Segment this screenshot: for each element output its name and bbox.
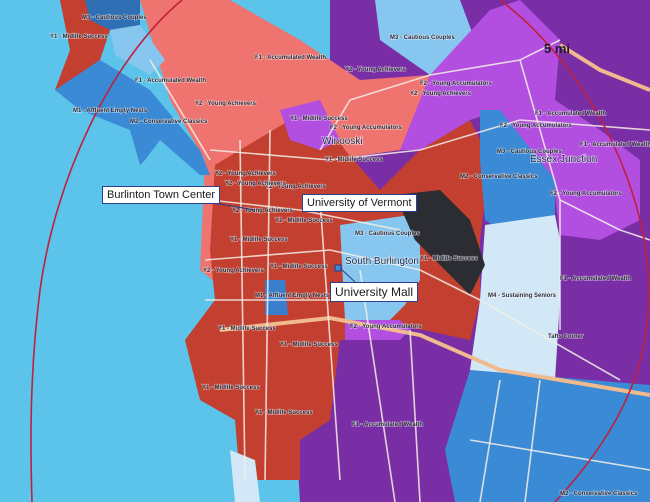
route-2-east (558, 43, 650, 92)
radius-label: 5 mi (544, 41, 570, 56)
segment-label: Y1 - Midlife Success (290, 116, 348, 122)
segment-label: Y1 - Midlife Success (218, 326, 276, 332)
mall-marker (334, 264, 342, 272)
interstate-89 (219, 315, 650, 397)
segment-label: M3 - Cautious Couples (355, 231, 420, 237)
segment-labels: M3 - Cautious Couples Y1 - Midlife Succe… (49, 14, 650, 497)
segment-label: M1 - Affluent Empty Nests (73, 108, 148, 114)
callout-university-of-vermont[interactable]: University of Vermont (302, 194, 417, 212)
segment-label: Y2 - Young Achievers (203, 268, 265, 274)
segment-label: Y1 - Midlife Success (420, 256, 478, 262)
segment-label: F1 - Accumulated Wealth (560, 276, 631, 282)
segment-label: M1 - Affluent Empty Nests (255, 293, 330, 299)
five-mile-radius-ring (30, 0, 650, 502)
segment-label: F2 - Young Accumulators (420, 81, 493, 87)
segment-label: M3 - Cautious Couples (390, 35, 455, 41)
segment-label: Y1 - Midlife Success (230, 237, 288, 243)
segment-label: F1 - Accumulated Wealth (255, 55, 326, 61)
segment-label: Y1 - Midlife Success (280, 342, 338, 348)
segment-label: M2 - Conservative Classics (460, 174, 538, 180)
place-essex-junction: Essex Junction (530, 154, 597, 165)
segment-label: F1 - Accumulated Wealth (352, 422, 423, 428)
segment-label: M3 - Cautious Couples (82, 15, 147, 21)
segment-label: Y2 - Young Achievers (345, 67, 407, 73)
region-conservative-classics-west (55, 60, 210, 175)
place-south-burlington: South Burlington (345, 256, 419, 267)
region-conservative-classics-essex (480, 110, 555, 230)
segment-label: Y1 - Midlife Success (275, 218, 333, 224)
segment-label: Y2 - Young Achievers (195, 101, 257, 107)
segment-label: F2 - Young Accumulators (330, 125, 403, 131)
segment-label: Y1 - Midlife Success (202, 385, 260, 391)
region-sustaining-seniors (470, 215, 560, 380)
road-network (149, 39, 650, 502)
region-airport (395, 190, 485, 295)
segment-label: Y1 - Midlife Success (270, 264, 328, 270)
segment-label: Y1 - Midlife Success (50, 34, 108, 40)
segment-label: Y2 - Young Achievers (225, 181, 287, 187)
segment-label: F1 - Accumulated Wealth (580, 142, 650, 148)
segment-label: Y2 - Young Achievers (265, 184, 327, 190)
segment-label: M2 - Conservative Classics (130, 119, 208, 125)
segment-label: M3 - Cautious Couples (497, 149, 562, 155)
mall-leader (339, 267, 356, 283)
region-affluent-empty-nests (85, 0, 140, 30)
segment-label: Y2 - Young Achievers (215, 171, 277, 177)
callout-burlington-town-center[interactable]: Burlinton Town Center (102, 186, 221, 204)
segment-label: Y1 - Midlife Success (325, 157, 383, 163)
segment-label: M4 - Sustaining Seniors (488, 293, 557, 299)
region-midlife-success-north (55, 0, 110, 95)
place-tafts-corner: Tafts Corner (548, 334, 584, 340)
callout-university-mall[interactable]: University Mall (330, 282, 419, 302)
segment-label: F2 - Young Accumulators (550, 191, 623, 197)
segment-label: F2 - Young Accumulators (500, 123, 573, 129)
segment-label: F1 - Accumulated Wealth (535, 111, 606, 117)
segment-label: M2 - Conservative Classics (560, 491, 638, 497)
segment-label: Y2 - Young Achievers (410, 91, 472, 97)
segment-label: Y1 - Midlife Success (255, 410, 313, 416)
segment-label: F2 - Young Accumulators (350, 324, 423, 330)
segment-label: Y2 - Young Achievers (232, 208, 294, 214)
segment-label: F1 - Accumulated Wealth (135, 78, 206, 84)
region-young-accumulators-uvm (280, 100, 340, 150)
place-winooski: Winooski (322, 136, 363, 147)
region-affluent-empty-nests-south (265, 280, 288, 315)
